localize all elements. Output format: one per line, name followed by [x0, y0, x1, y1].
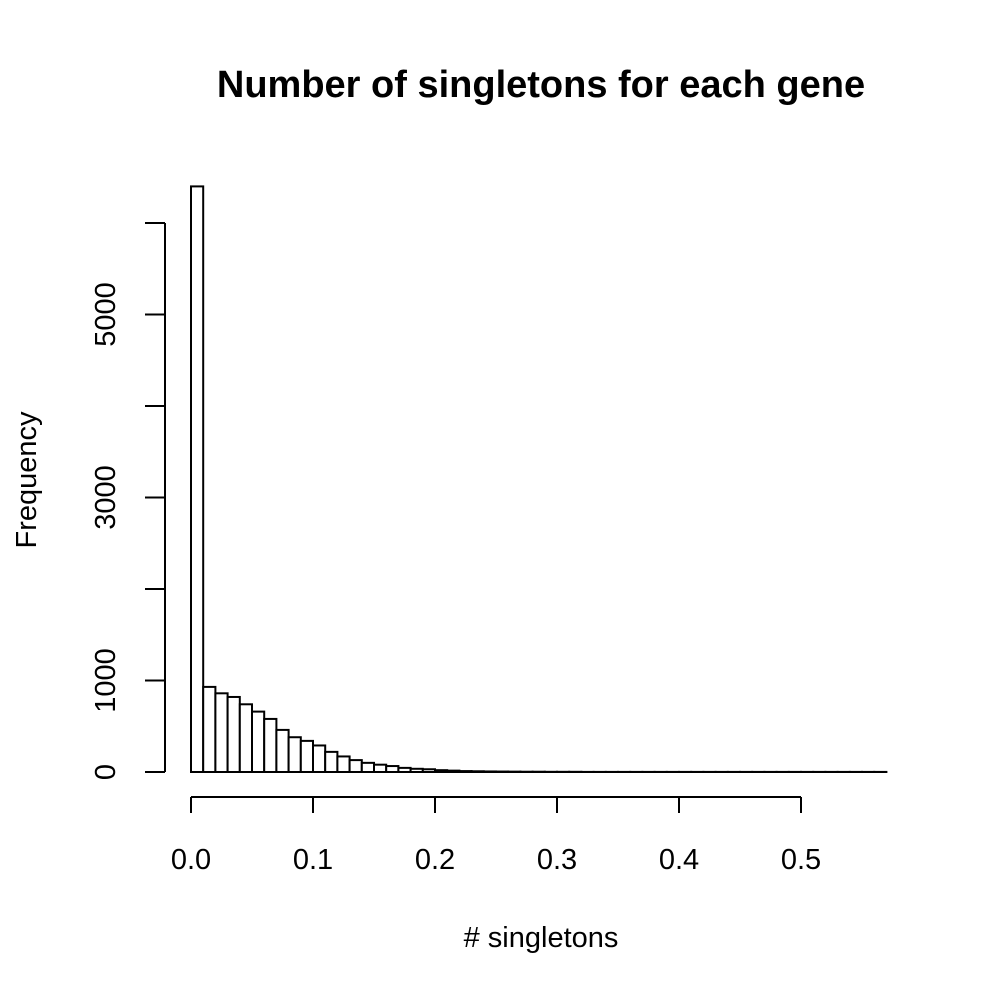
histogram-bar	[214, 692, 229, 773]
x-tick-label: 0.4	[659, 844, 699, 876]
histogram-bar	[373, 763, 388, 773]
x-tick-label: 0.1	[293, 844, 333, 876]
histogram-bar	[263, 717, 278, 773]
histogram-bar	[287, 736, 302, 773]
x-axis: 0.0 0.1 0.2 0.3 0.4 0.5	[171, 796, 821, 876]
histogram-bar	[299, 739, 314, 774]
x-axis-label: # singletons	[464, 922, 619, 954]
histogram-bar	[470, 770, 485, 774]
histogram-bar	[446, 769, 461, 774]
histogram-bar	[202, 685, 217, 774]
histogram-bar	[226, 695, 241, 773]
histogram-bar	[458, 770, 473, 774]
y-tick-label: 3000	[90, 465, 122, 530]
histogram-bar	[324, 750, 339, 773]
histogram-bar	[348, 759, 363, 773]
histogram-bar	[275, 728, 290, 773]
y-tick-label: 5000	[90, 282, 122, 347]
histogram-bar	[397, 766, 412, 774]
x-tick-label: 0.5	[781, 844, 821, 876]
histogram-bar	[251, 710, 266, 773]
bars-group	[190, 185, 888, 774]
histogram-bar	[434, 769, 449, 773]
x-tick-label: 0.2	[415, 844, 455, 876]
y-tick-label: 0	[90, 764, 122, 780]
y-tick-label: 1000	[90, 648, 122, 713]
y-axis: 0 1000 3000 5000	[90, 222, 166, 780]
histogram-bar	[360, 761, 375, 773]
histogram-bar	[190, 185, 205, 773]
histogram-bar	[385, 765, 400, 773]
y-axis-label: Frequency	[11, 411, 43, 549]
histogram-bar	[336, 755, 351, 774]
histogram-bar	[238, 703, 254, 773]
histogram-bar	[409, 767, 424, 773]
x-tick-label: 0.3	[537, 844, 577, 876]
histogram-bar	[482, 770, 497, 773]
histogram-bar	[312, 744, 327, 774]
x-tick-label: 0.0	[171, 844, 211, 876]
chart-title: Number of singletons for each gene	[217, 64, 865, 106]
histogram-bar	[421, 768, 436, 774]
